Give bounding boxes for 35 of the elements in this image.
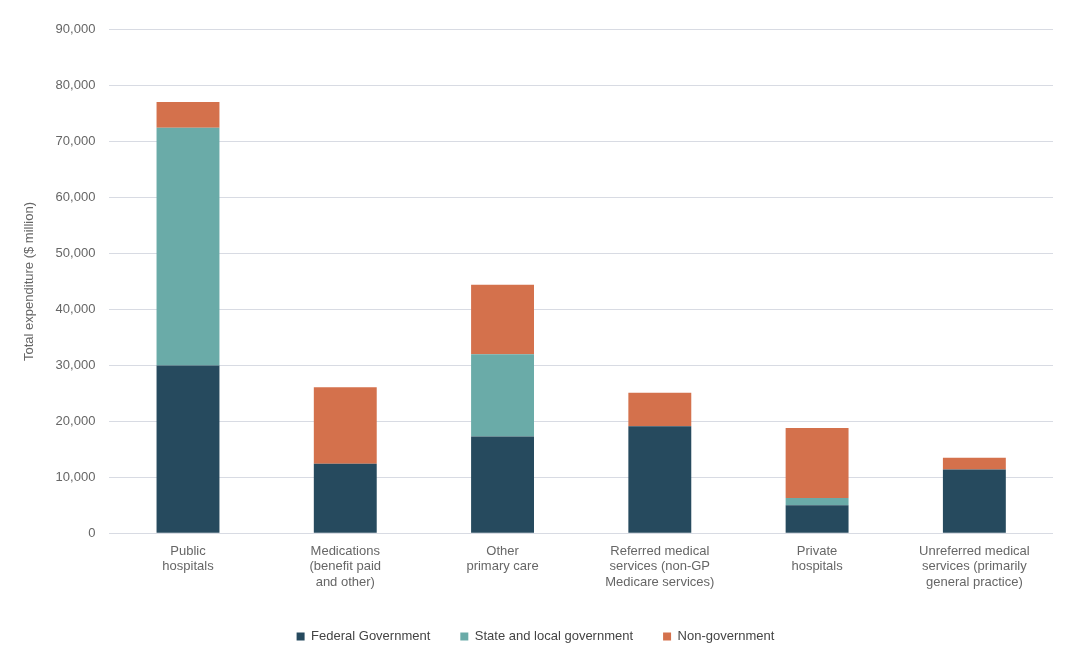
bar xyxy=(628,392,692,427)
x-tick-label: Private hospitals xyxy=(791,542,844,574)
y-tick-label: 90,000 xyxy=(55,21,96,37)
x-tick-label: Public hospitals xyxy=(162,542,215,574)
legend-label: Federal Government xyxy=(311,628,431,644)
bar xyxy=(471,284,534,355)
y-tick-label: 70,000 xyxy=(55,133,96,149)
bar xyxy=(942,457,1006,470)
y-tick-label: 60,000 xyxy=(55,189,96,205)
y-tick-label: 10,000 xyxy=(55,468,96,484)
bar xyxy=(313,463,377,533)
y-tick-label: 30,000 xyxy=(55,356,96,372)
x-tick-label: Medications (benefit paid and other) xyxy=(309,542,382,589)
bar xyxy=(156,365,220,533)
x-tick-label: Referred medical services (non-GP Medicare services) xyxy=(605,542,715,589)
bar xyxy=(628,426,692,533)
bar xyxy=(156,127,220,366)
y-tick-label: 20,000 xyxy=(55,412,96,428)
bar xyxy=(942,469,1006,533)
y-axis-title: Total expenditure ($ million) xyxy=(21,202,37,361)
y-tick-label: 0 xyxy=(88,524,96,540)
legend-label: State and local government xyxy=(474,628,634,644)
x-tick-label: Other primary care xyxy=(466,542,539,574)
y-tick-label: 50,000 xyxy=(55,245,96,261)
y-tick-label: 80,000 xyxy=(55,77,96,93)
bar xyxy=(471,354,534,437)
bar xyxy=(471,436,534,533)
legend-label: Non-government xyxy=(677,628,775,644)
bar xyxy=(785,497,849,506)
bar xyxy=(313,387,377,464)
bar xyxy=(785,428,849,498)
x-tick-label: Unreferred medical services (primarily general practice) xyxy=(919,542,1030,589)
bar xyxy=(156,101,220,128)
bar xyxy=(785,505,849,533)
y-tick-label: 40,000 xyxy=(55,301,96,317)
